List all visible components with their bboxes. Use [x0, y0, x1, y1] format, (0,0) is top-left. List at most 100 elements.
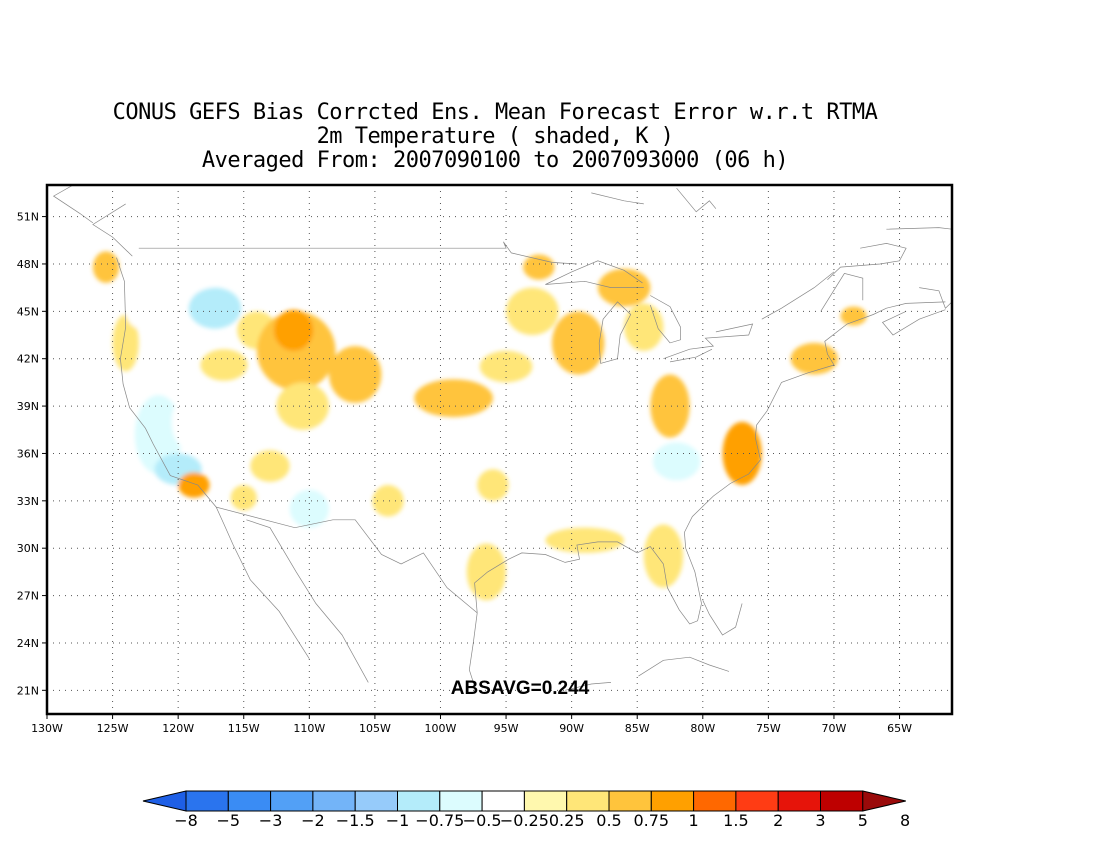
lon-label: 90W — [559, 722, 584, 735]
coastline-segment-6 — [663, 323, 754, 360]
lon-label: 65W — [887, 722, 912, 735]
colorbar-swatch-13 — [693, 790, 737, 812]
coastline-segment-20 — [702, 600, 743, 636]
lat-label: 24N — [17, 637, 39, 650]
colorbar-swatch-1 — [185, 790, 229, 812]
coastline-segment-12 — [216, 506, 478, 614]
colorbar-swatch-11 — [608, 790, 652, 812]
colorbar-swatch-2 — [227, 790, 272, 812]
field-region-4 — [188, 287, 242, 329]
field-region-19 — [372, 485, 404, 517]
lat-label: 27N — [17, 590, 39, 603]
coastline-segment-19 — [52, 185, 94, 224]
field-region-24 — [551, 311, 605, 375]
lon-label: 115W — [228, 722, 260, 735]
colorbar-swatch-15 — [777, 790, 822, 812]
lon-label: 70W — [822, 722, 847, 735]
field-region-22 — [506, 287, 559, 336]
title-block: CONUS GEFS Bias Corrcted Ens. Mean Forec… — [0, 101, 990, 173]
coastline-segment-13 — [820, 272, 864, 312]
coastline-segment-5 — [638, 656, 730, 677]
title-line-1: CONUS GEFS Bias Corrcted Ens. Mean Forec… — [112, 100, 878, 125]
title-line-2: 2m Temperature ( shaded, K ) — [316, 124, 674, 149]
colorbar-swatch-9 — [523, 790, 568, 812]
lon-label: 100W — [425, 722, 457, 735]
colorbar-label: 3 — [815, 811, 825, 830]
coastline-segment-15 — [886, 227, 952, 230]
colorbar-label: −1 — [386, 811, 410, 830]
colorbar-label: 0.5 — [596, 811, 621, 830]
field-region-10 — [276, 382, 329, 430]
lon-label: 130W — [31, 722, 63, 735]
lat-label: 36N — [17, 447, 39, 460]
lat-label: 42N — [17, 353, 39, 366]
colorbar-label: −5 — [217, 811, 241, 830]
coastline-segment-22 — [919, 287, 952, 309]
lat-label: 48N — [17, 258, 39, 271]
lat-label: 39N — [17, 400, 39, 413]
field-region-5 — [200, 349, 248, 381]
colorbar-swatch-12 — [650, 790, 695, 812]
absavg-annotation: ABSAVG=0.244 — [451, 678, 590, 699]
colorbar-label: 1 — [689, 811, 699, 830]
colorbar-swatch-5 — [354, 790, 399, 812]
colorbar-swatch-3 — [270, 790, 314, 812]
coastline-segment-14 — [827, 243, 907, 280]
field-region-34 — [840, 306, 867, 326]
field-region-17 — [289, 489, 329, 528]
colorbar-label: 5 — [858, 811, 868, 830]
colorbar-swatch-6 — [397, 790, 441, 812]
field-region-27 — [558, 406, 611, 454]
field-region-11 — [134, 395, 183, 474]
field-region-35 — [466, 543, 507, 601]
coastline-segment-0 — [116, 257, 310, 659]
lat-label: 30N — [17, 542, 39, 555]
colorbar-label: 1.5 — [723, 811, 748, 830]
lon-label: 85W — [625, 722, 650, 735]
field-region-16 — [250, 450, 290, 482]
coastline-segment-17 — [591, 192, 644, 205]
colorbar-label: 8 — [900, 811, 910, 830]
shaded-field — [92, 251, 867, 615]
title-line-3: Averaged From: 2007090100 to 2007093000 … — [201, 148, 789, 173]
colorbar-label: −3 — [259, 811, 283, 830]
colorbar-label: 0.25 — [549, 811, 585, 830]
colorbar-label: −0.75 — [415, 811, 464, 830]
colorbar-swatch-10 — [566, 790, 610, 812]
lon-label: 120W — [162, 722, 194, 735]
colorbar-swatch-8 — [481, 790, 525, 812]
coastline-segment-23 — [881, 309, 946, 336]
lon-label: 80W — [690, 722, 715, 735]
coastline-segment-16 — [676, 187, 717, 213]
colorbar-label: −8 — [174, 811, 198, 830]
field-region-21 — [479, 350, 533, 383]
colorbar-label: −0.25 — [500, 811, 549, 830]
lon-label: 75W — [756, 722, 781, 735]
coastline-segment-8 — [545, 260, 644, 288]
coastline-segment-2 — [474, 301, 946, 625]
coastline-segment-9 — [649, 295, 681, 344]
field-region-1 — [112, 314, 139, 372]
field-region-29 — [652, 442, 701, 481]
colorbar-label: −0.5 — [463, 811, 502, 830]
field-region-36 — [545, 527, 625, 553]
lon-label: 125W — [97, 722, 129, 735]
colorbar-label: 0.75 — [633, 811, 669, 830]
field-region-18 — [315, 437, 382, 501]
field-region-30 — [722, 421, 762, 486]
coastline-segment-1 — [246, 519, 369, 683]
field-region-20 — [414, 379, 493, 418]
lat-lon-grid — [42, 185, 952, 719]
colorbar-swatch-7 — [439, 790, 483, 812]
colorbar-swatch-14 — [735, 790, 779, 812]
field-region-12 — [171, 393, 211, 451]
field-region-31 — [735, 382, 762, 414]
colorbar-arrow-right — [862, 790, 906, 812]
coastline-segment-10 — [669, 348, 713, 363]
field-region-8 — [273, 309, 314, 351]
lon-label: 110W — [293, 722, 325, 735]
coastline-segment-4 — [565, 682, 612, 691]
field-region-2 — [125, 292, 166, 331]
field-region-28 — [650, 374, 690, 438]
field-region-0 — [92, 251, 120, 283]
